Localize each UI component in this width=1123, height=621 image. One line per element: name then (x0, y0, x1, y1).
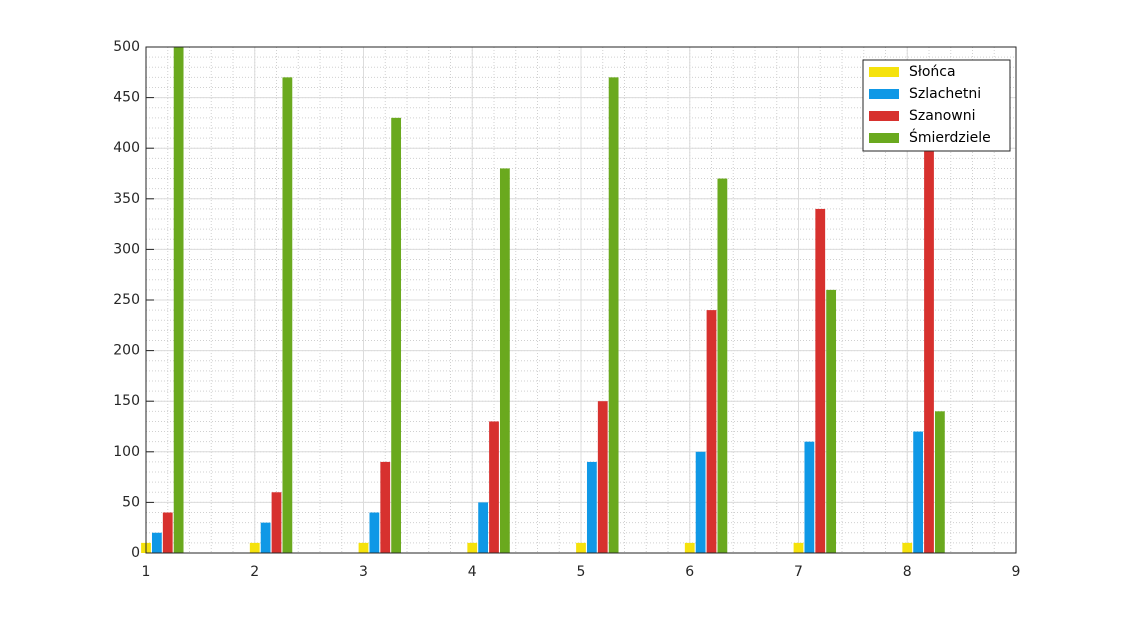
x-tick-label: 5 (577, 564, 586, 580)
legend-label: Szanowni (909, 108, 975, 124)
y-tick-label: 0 (131, 545, 140, 561)
legend-label: Śmierdziele (909, 128, 991, 146)
bar (249, 542, 260, 553)
bar (793, 542, 804, 553)
bar (369, 512, 380, 553)
bar (391, 117, 402, 553)
y-tick-label: 450 (113, 90, 140, 106)
bar (706, 310, 717, 553)
bar (380, 461, 391, 553)
legend-swatch (869, 133, 899, 143)
bar (478, 502, 489, 553)
bar (586, 461, 597, 553)
bar (608, 77, 619, 554)
bar (467, 542, 478, 553)
bar (695, 451, 706, 553)
legend: Słońca Szlachetni Szanowni Śmierdziele (862, 59, 1011, 152)
bar (358, 542, 369, 553)
legend-swatch (869, 111, 899, 121)
y-tick-label: 100 (113, 444, 140, 460)
bar (934, 411, 945, 553)
bar (902, 542, 913, 553)
legend-label: Słońca (909, 64, 956, 80)
y-tick-label: 200 (113, 343, 140, 359)
y-tick-label: 400 (113, 140, 140, 156)
y-tick-label: 500 (113, 39, 140, 55)
bar (815, 208, 826, 554)
y-tick-label: 300 (113, 241, 140, 257)
x-tick-label: 4 (468, 564, 477, 580)
bar (260, 522, 271, 553)
bar (597, 401, 608, 553)
bar (282, 77, 293, 554)
legend-swatch (869, 89, 899, 99)
x-tick-label: 1 (142, 564, 151, 580)
bar (576, 542, 586, 553)
y-tick-label: 150 (113, 393, 140, 409)
legend-label: Szlachetni (909, 86, 981, 102)
x-tick-label: 2 (250, 564, 259, 580)
bar (151, 532, 162, 553)
axes-box (145, 46, 1017, 554)
bar (804, 441, 815, 553)
bar (499, 168, 510, 553)
bar (717, 178, 728, 553)
bar (826, 289, 837, 553)
x-tick-label: 9 (1012, 564, 1021, 580)
bar (913, 431, 924, 553)
y-tick-label: 250 (113, 292, 140, 308)
x-tick-label: 6 (685, 564, 694, 580)
bar (162, 512, 173, 553)
x-tick-label: 3 (359, 564, 368, 580)
bar (271, 492, 282, 553)
legend-swatch (869, 67, 899, 77)
bar (924, 97, 934, 553)
y-tick-label: 50 (122, 494, 140, 510)
x-tick-label: 8 (903, 564, 912, 580)
y-tick-label: 350 (113, 191, 140, 207)
x-tick-label: 7 (794, 564, 803, 580)
bar (684, 542, 695, 553)
bar (173, 47, 184, 553)
bar (489, 421, 499, 553)
